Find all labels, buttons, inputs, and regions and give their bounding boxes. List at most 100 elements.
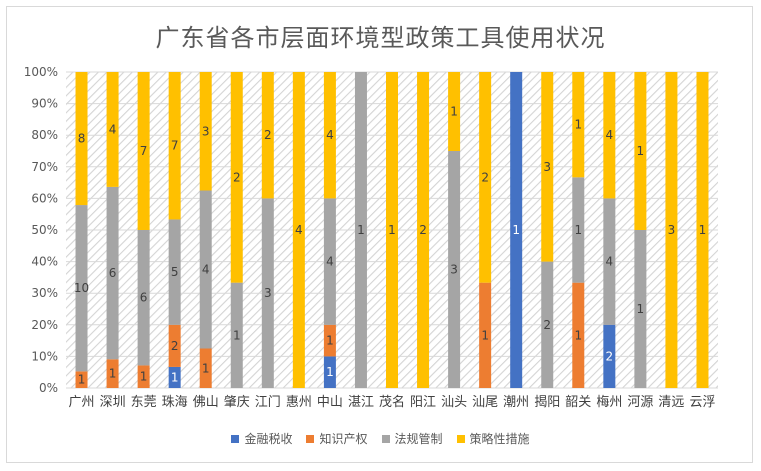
bar-segment [479, 282, 492, 388]
bar-segment [168, 72, 181, 220]
x-tick-label: 茂名 [379, 394, 405, 410]
data-label: 1 [637, 302, 645, 316]
chart-title: 广东省各市层面环境型政策工具使用状况 [155, 24, 606, 52]
bar-segment [168, 219, 181, 325]
bar-segment [199, 348, 212, 388]
bar-segment [75, 371, 88, 388]
bar-segment [510, 72, 523, 388]
legend-item: 知识产权 [306, 430, 368, 447]
bar-segment [261, 198, 274, 388]
data-label: 3 [450, 263, 458, 277]
y-tick-label: 60% [31, 191, 58, 205]
data-label: 1 [78, 373, 86, 387]
y-tick-label: 70% [31, 160, 58, 174]
data-label: 4 [326, 128, 334, 142]
x-tick-label: 阳江 [410, 395, 436, 410]
data-label: 3 [202, 124, 210, 138]
data-label: 1 [388, 223, 396, 237]
x-tick-label: 韶关 [565, 394, 591, 410]
x-tick-label: 河源 [627, 395, 653, 410]
x-tick-label: 珠海 [162, 395, 188, 410]
bar-segment [603, 72, 616, 199]
bar-segment [603, 324, 616, 388]
x-tick-label: 湛江 [348, 395, 374, 410]
data-label: 4 [295, 223, 303, 237]
data-label: 1 [326, 334, 334, 348]
data-label: 1 [171, 370, 179, 384]
y-tick-label: 20% [31, 318, 58, 332]
x-tick-label: 肇庆 [224, 395, 250, 410]
bar-segment [572, 282, 585, 388]
data-label: 8 [78, 132, 86, 146]
bar-segment [292, 72, 305, 388]
bar-segment [323, 324, 336, 357]
x-tick-label: 清远 [658, 395, 684, 410]
legend-swatch [381, 434, 390, 443]
data-label: 6 [140, 291, 148, 305]
bar-segment [168, 366, 181, 388]
bar-segment [665, 72, 678, 388]
x-tick-label: 汕头 [441, 395, 467, 410]
data-label: 1 [140, 370, 148, 384]
data-label: 4 [326, 255, 334, 269]
data-label: 2 [171, 339, 179, 353]
data-label: 2 [419, 223, 427, 237]
legend-label: 金融税收 [244, 432, 293, 446]
bar-segment [106, 186, 119, 360]
bar-segment [261, 72, 274, 199]
x-tick-label: 江门 [255, 395, 281, 410]
data-label: 4 [202, 263, 210, 277]
legend: 金融税收 知识产权 法规管制 策略性措施 [0, 430, 761, 447]
y-tick-label: 50% [31, 223, 58, 237]
y-tick-label: 10% [31, 349, 58, 363]
data-label: 10 [74, 281, 89, 295]
x-tick-label: 深圳 [100, 395, 126, 410]
bar-segment [230, 282, 243, 388]
data-label: 6 [109, 266, 117, 280]
data-label: 1 [574, 118, 582, 132]
data-label: 2 [481, 170, 489, 184]
data-label: 4 [606, 255, 614, 269]
bar-segment [199, 190, 212, 349]
data-label: 1 [637, 144, 645, 158]
x-tick-label: 潮州 [503, 395, 529, 410]
data-label: 1 [202, 361, 210, 375]
x-tick-label: 佛山 [193, 395, 219, 410]
stacked-bar-chart: 0% 10% 20% 30% 40% 50% 60% 70% 80% 90% 100% 1 10 8 1 6… [24, 65, 718, 410]
bar-segment [137, 72, 150, 230]
bar-segment [168, 324, 181, 367]
bars: 1 10 8 1 6 4 1 6 7 1 2 5 7 1 4 3 1 2 3 2 4 1 1 4 4 1 1 2 3 1 1 2 1 2 3 1 1 1 2… [74, 72, 709, 388]
data-label: 1 [450, 105, 458, 119]
y-tick-label: 0% [39, 381, 58, 395]
x-tick-label: 揭阳 [534, 395, 560, 410]
legend-swatch [456, 434, 465, 443]
bar-segment [541, 261, 554, 388]
bar-segment [199, 72, 212, 191]
bar-segment [323, 198, 336, 325]
bar-segment [417, 72, 430, 388]
data-label: 5 [171, 265, 179, 279]
bar-segment [323, 72, 336, 199]
data-label: 1 [326, 365, 334, 379]
data-label: 1 [699, 223, 707, 237]
y-tick-label: 100% [24, 65, 58, 79]
data-label: 2 [264, 128, 272, 142]
bar-segment [323, 356, 336, 388]
legend-swatch [231, 434, 240, 443]
legend-label: 知识产权 [319, 432, 368, 446]
data-label: 1 [357, 223, 365, 237]
x-tick-label: 惠州 [286, 395, 312, 410]
bar-segment [137, 365, 150, 388]
data-label: 3 [264, 286, 272, 300]
data-label: 2 [233, 170, 241, 184]
bar-segment [603, 198, 616, 325]
bar-segment [137, 230, 150, 366]
y-tick-label: 30% [31, 286, 58, 300]
bar-segment [479, 72, 492, 283]
data-label: 1 [109, 367, 117, 381]
x-tick-label: 汕尾 [472, 395, 498, 410]
bar-segment [541, 72, 554, 262]
data-label: 1 [574, 328, 582, 342]
data-label: 7 [171, 139, 179, 153]
bar-segment [230, 72, 243, 283]
